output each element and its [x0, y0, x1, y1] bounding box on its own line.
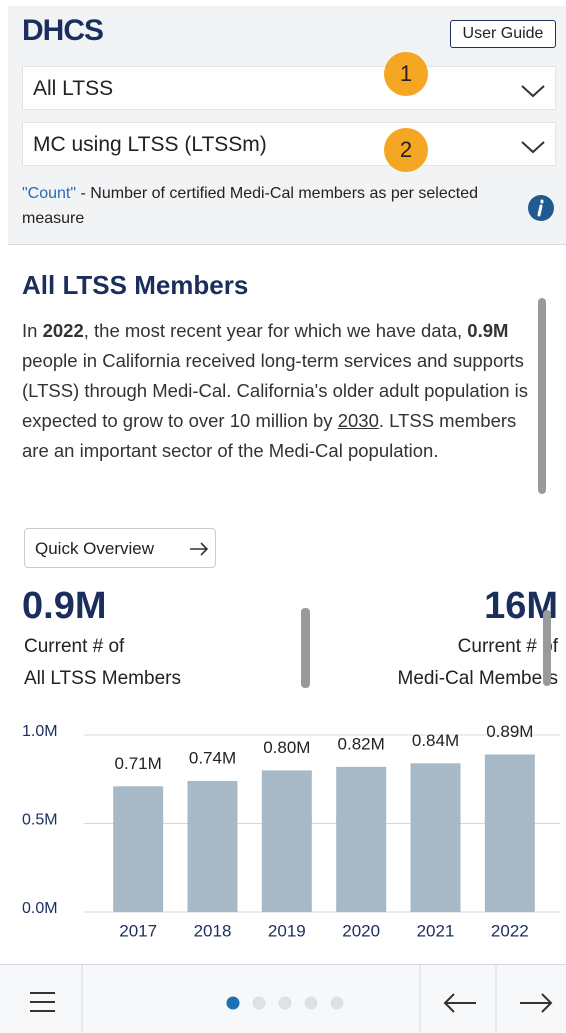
next-arrow[interactable] [520, 993, 553, 1013]
user-guide-button[interactable]: User Guide [450, 20, 556, 48]
bar [187, 781, 238, 912]
intro-link[interactable]: 2030 [337, 410, 379, 431]
page-dot[interactable] [330, 996, 344, 1010]
value-label: 0.71M [115, 754, 162, 773]
badge: 2 [384, 128, 428, 172]
info-icon[interactable] [527, 194, 555, 222]
nav-icons [30, 965, 553, 1032]
note-text: - Number of certified Medi-Cal members a… [22, 185, 478, 227]
badge: 1 [384, 52, 428, 96]
arrow-icon [190, 542, 209, 556]
kpi-value: 0.9M [22, 585, 107, 627]
kpi-label: Current # of All LTSS Members [24, 631, 181, 695]
intro-text: people in California received long-term … [22, 350, 529, 431]
value-label: 0.82M [338, 734, 385, 753]
kpi-label: Current # of Medi-Cal Members [398, 631, 558, 695]
page-dot[interactable] [226, 996, 240, 1010]
scrollbar [543, 610, 551, 686]
prev-arrow[interactable] [443, 993, 476, 1013]
chevron [521, 141, 545, 154]
intro-text: , the most recent year for which we have… [83, 320, 468, 341]
x-tick-label: 2019 [268, 921, 306, 940]
bar [410, 763, 461, 912]
x-tick-label: 2022 [491, 921, 529, 940]
arrow [190, 542, 209, 556]
kpi-label-line: All LTSS Members [24, 668, 181, 689]
intro: In 2022, the most recent year for which … [22, 316, 544, 466]
quick-overview-button[interactable]: Quick Overview [24, 528, 216, 568]
kpi-label-line: Current # of [24, 636, 125, 657]
intro-text: In [22, 320, 43, 341]
button-label: Quick Overview [35, 539, 155, 558]
value-label: 0.84M [412, 731, 459, 750]
value-label: 0.89M [486, 722, 533, 741]
value-label: 0.74M [189, 749, 236, 768]
menu-icon[interactable] [30, 992, 55, 1012]
page-dot[interactable] [252, 996, 266, 1010]
intro-bold: 2022 [42, 320, 84, 341]
dropdown[interactable]: MC using LTSS (LTSSm) [22, 122, 556, 166]
section-title: All LTSS Members [22, 270, 249, 300]
chart: 0.0M 0.5M 1.0M 0.71M 2017 0.74M 2018 0.80M 2019 0… [22, 722, 560, 940]
bar [484, 754, 535, 912]
x-tick-label: 2018 [194, 921, 232, 940]
x-tick-label: 2021 [417, 921, 455, 940]
page-dot[interactable] [304, 996, 318, 1010]
y-tick-label: 1.0M [22, 723, 58, 740]
logo: DHCS [22, 14, 104, 47]
y-tick-label: 0.0M [22, 900, 58, 917]
x-tick-label: 2020 [342, 921, 380, 940]
bar [336, 766, 387, 912]
info-glyph [537, 199, 544, 217]
bar [261, 770, 312, 912]
dropdown[interactable]: All LTSS [22, 66, 556, 110]
y-tick-label: 0.5M [22, 812, 58, 829]
page-dot[interactable] [278, 996, 292, 1010]
intro-text: . LTSS members are an important sector o… [22, 410, 517, 461]
bar [113, 786, 164, 912]
note-term: "Count" [22, 185, 77, 202]
scrollbar [301, 608, 310, 688]
kpi-label-line: Medi-Cal Members [397, 668, 558, 689]
kpi-label-line: Current # of [457, 636, 558, 657]
chevrons [521, 85, 545, 154]
note: "Count" - Number of certified Medi-Cal m… [22, 181, 512, 231]
intro-bold: 0.9M [467, 320, 509, 341]
chevron [521, 85, 545, 98]
scrollbar [538, 298, 546, 494]
value-label: 0.80M [263, 738, 310, 757]
x-tick-label: 2017 [119, 921, 157, 940]
